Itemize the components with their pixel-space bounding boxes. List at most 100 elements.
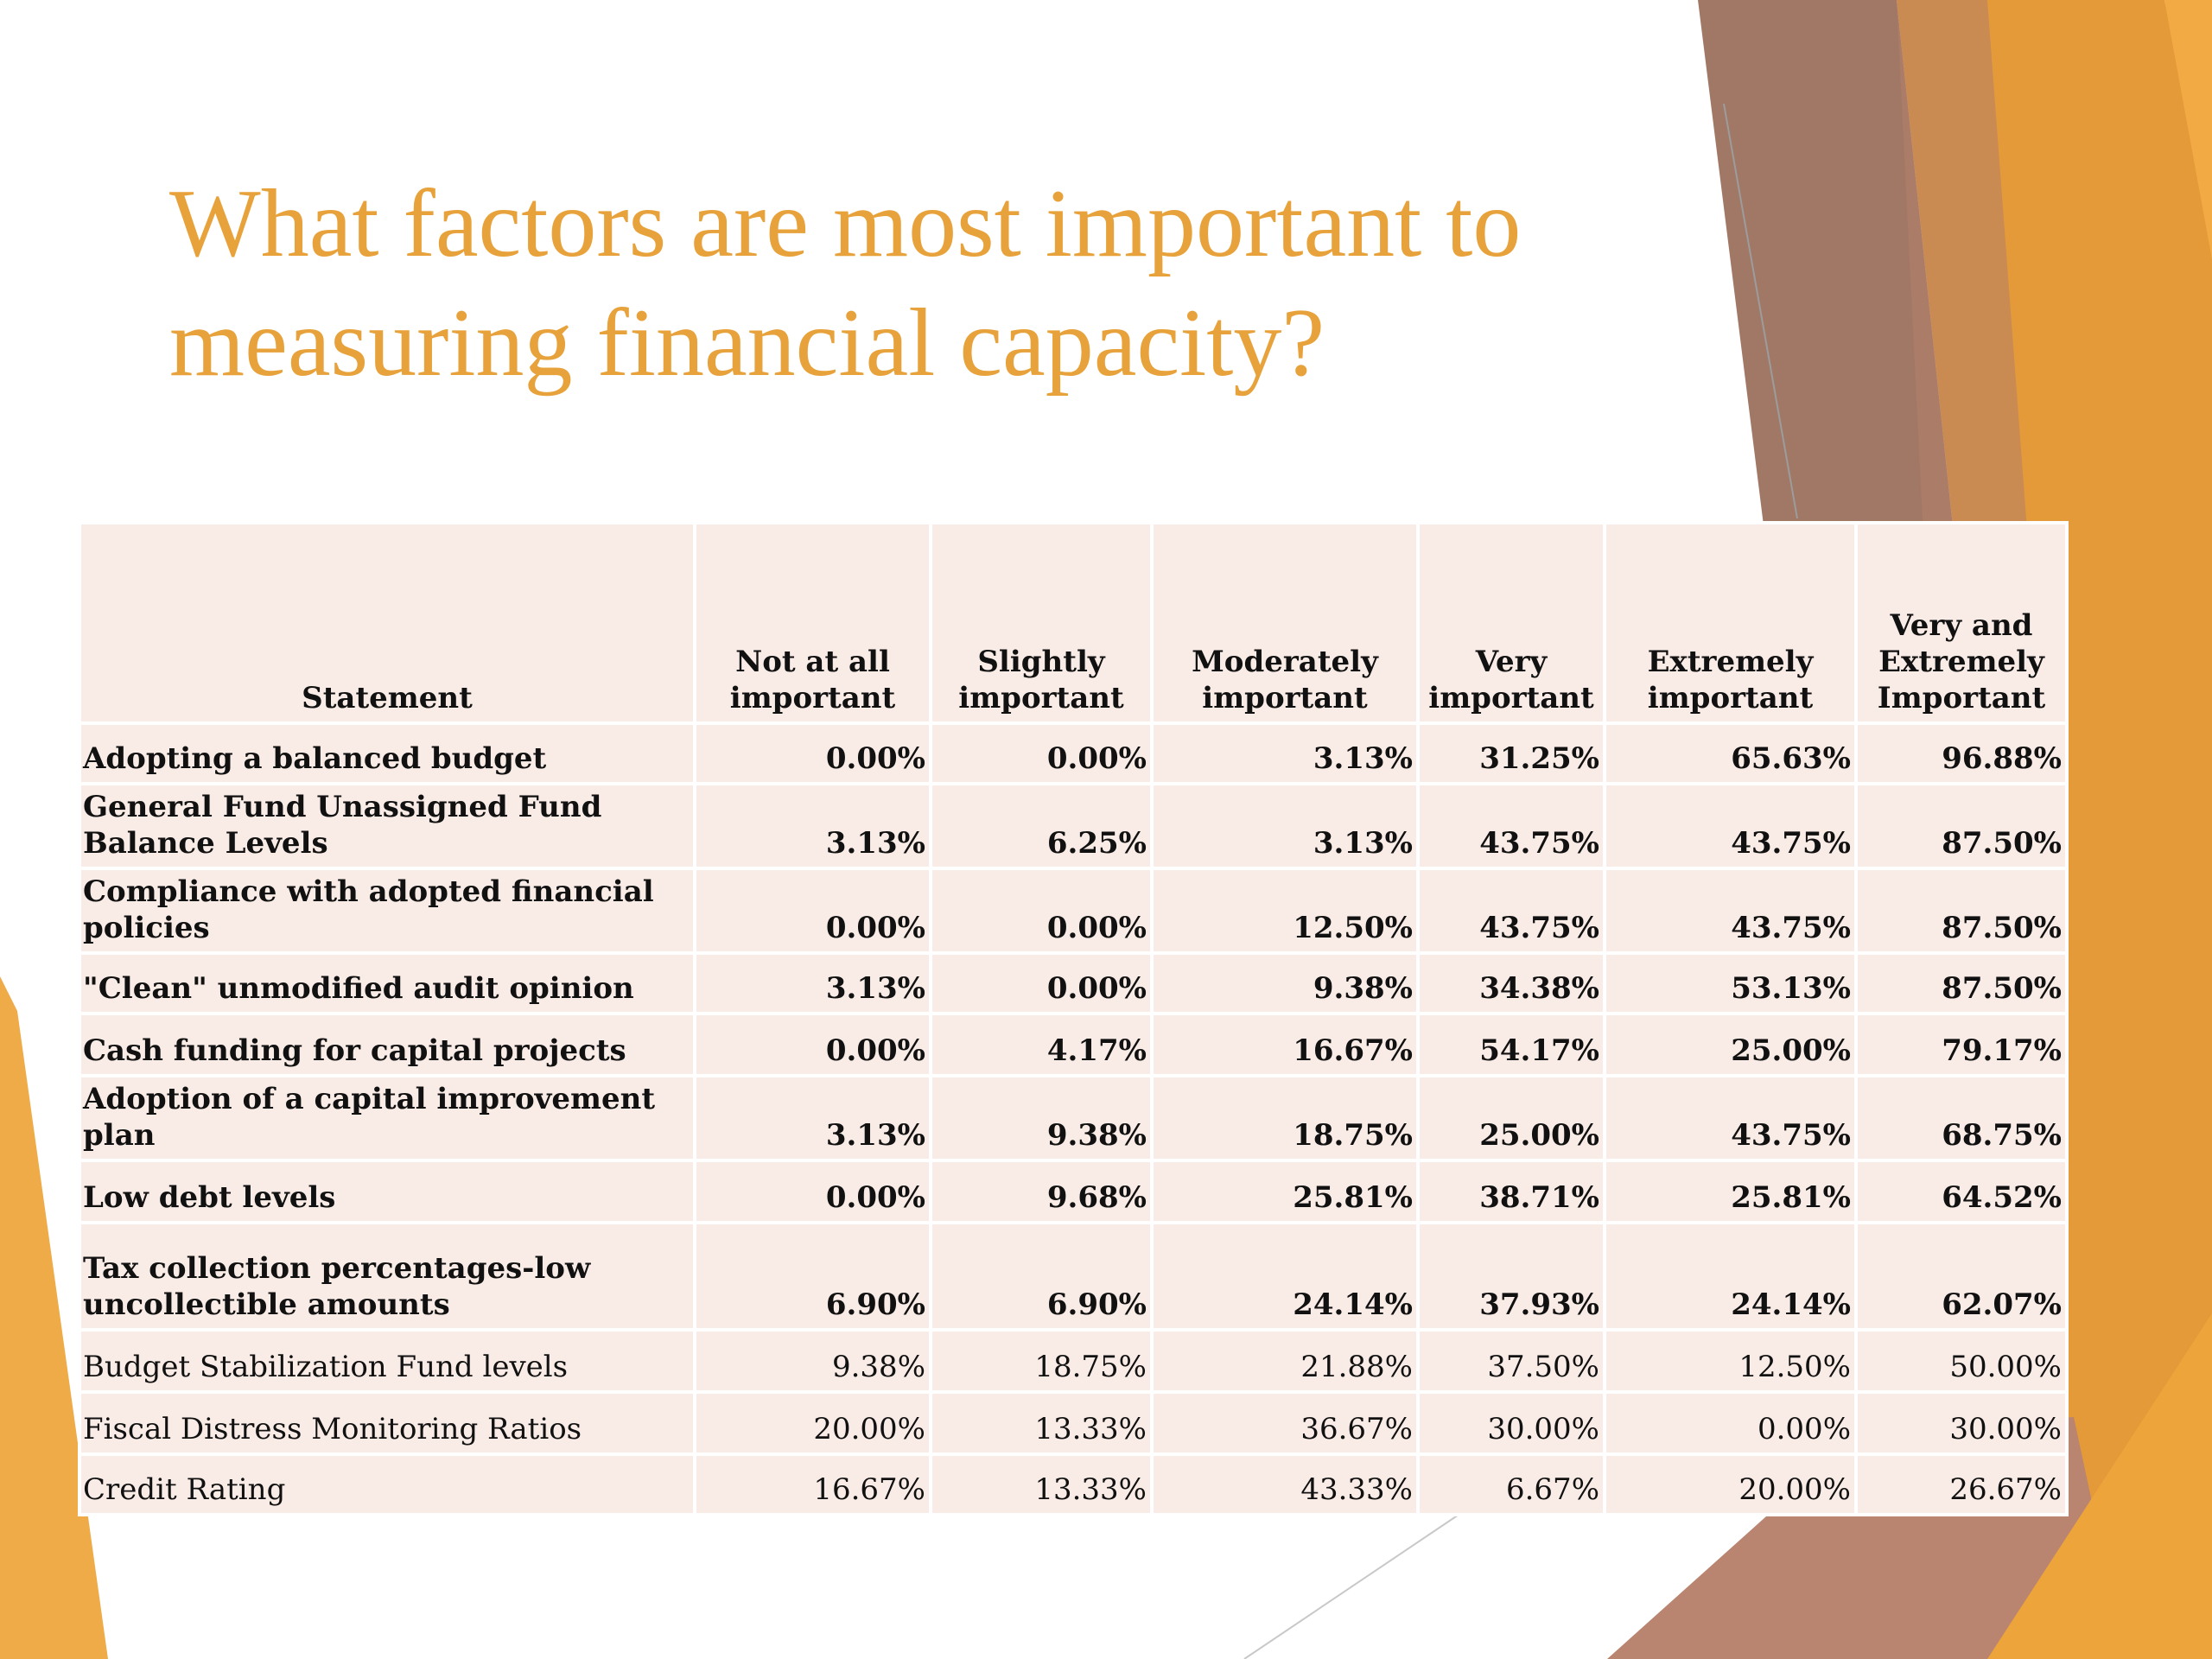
value-cell: 20.00%: [693, 1390, 932, 1456]
value-cell: 96.88%: [1854, 721, 2069, 785]
value-cell: 0.00%: [693, 1012, 932, 1077]
value-cell: 9.38%: [1150, 951, 1420, 1015]
table-row: Compliance with adopted financial polici…: [78, 867, 2069, 955]
value-cell: 18.75%: [1150, 1074, 1420, 1162]
table-row: Tax collection percentages-low uncollect…: [78, 1221, 2069, 1332]
value-cell: 24.14%: [1603, 1221, 1858, 1332]
value-cell: 9.68%: [929, 1159, 1154, 1224]
value-cell: 0.00%: [693, 867, 932, 955]
value-cell: 6.67%: [1416, 1452, 1606, 1516]
statement-cell: Tax collection percentages-low uncollect…: [78, 1221, 696, 1332]
value-cell: 6.90%: [693, 1221, 932, 1332]
value-cell: 34.38%: [1416, 951, 1606, 1015]
column-header: Moderately important: [1150, 521, 1420, 725]
value-cell: 6.25%: [929, 782, 1154, 870]
value-cell: 64.52%: [1854, 1159, 2069, 1224]
page-title: What factors are most important to measu…: [169, 170, 1522, 397]
value-cell: 37.93%: [1416, 1221, 1606, 1332]
table-row: Low debt levels 0.00% 9.68% 25.81% 38.71…: [78, 1159, 2069, 1224]
column-header: Slightly important: [929, 521, 1154, 725]
value-cell: 9.38%: [693, 1328, 932, 1394]
value-cell: 25.81%: [1150, 1159, 1420, 1224]
value-cell: 21.88%: [1150, 1328, 1420, 1394]
statement-cell: Fiscal Distress Monitoring Ratios: [78, 1390, 696, 1456]
value-cell: 3.13%: [1150, 721, 1420, 785]
value-cell: 62.07%: [1854, 1221, 2069, 1332]
value-cell: 3.13%: [693, 782, 932, 870]
value-cell: 30.00%: [1854, 1390, 2069, 1456]
value-cell: 24.14%: [1150, 1221, 1420, 1332]
deco-thin-line: [1723, 103, 1798, 519]
value-cell: 13.33%: [929, 1390, 1154, 1456]
statement-cell: Cash funding for capital projects: [78, 1012, 696, 1077]
deco-lower-orange: [1987, 1313, 2212, 1659]
value-cell: 20.00%: [1603, 1452, 1858, 1516]
value-cell: 4.17%: [929, 1012, 1154, 1077]
value-cell: 43.33%: [1150, 1452, 1420, 1516]
value-cell: 87.50%: [1854, 951, 2069, 1015]
value-cell: 13.33%: [929, 1452, 1154, 1516]
column-header: Statement: [78, 521, 696, 725]
table-row: Cash funding for capital projects 0.00% …: [78, 1012, 2069, 1077]
value-cell: 43.75%: [1603, 782, 1858, 870]
value-cell: 87.50%: [1854, 867, 2069, 955]
value-cell: 43.75%: [1603, 867, 1858, 955]
value-cell: 25.81%: [1603, 1159, 1858, 1224]
value-cell: 0.00%: [929, 721, 1154, 785]
table-row: "Clean" unmodified audit opinion 3.13% 0…: [78, 951, 2069, 1015]
table-header-row: Statement Not at all important Slightly …: [78, 521, 2069, 725]
table-row: Adopting a balanced budget 0.00% 0.00% 3…: [78, 721, 2069, 785]
value-cell: 25.00%: [1603, 1012, 1858, 1077]
value-cell: 43.75%: [1416, 782, 1606, 870]
statement-cell: "Clean" unmodified audit opinion: [78, 951, 696, 1015]
deco-right-edge: [2164, 0, 2212, 259]
value-cell: 0.00%: [929, 951, 1154, 1015]
table-row: Fiscal Distress Monitoring Ratios 20.00%…: [78, 1390, 2069, 1456]
table-row: Adoption of a capital improvement plan 3…: [78, 1074, 2069, 1162]
value-cell: 0.00%: [929, 867, 1154, 955]
value-cell: 37.50%: [1416, 1328, 1606, 1394]
column-header: Very important: [1416, 521, 1606, 725]
column-header: Extremely important: [1603, 521, 1858, 725]
value-cell: 0.00%: [693, 721, 932, 785]
statement-cell: Low debt levels: [78, 1159, 696, 1224]
value-cell: 43.75%: [1416, 867, 1606, 955]
statement-cell: Credit Rating: [78, 1452, 696, 1516]
value-cell: 0.00%: [1603, 1390, 1858, 1456]
value-cell: 25.00%: [1416, 1074, 1606, 1162]
statement-cell: Adopting a balanced budget: [78, 721, 696, 785]
value-cell: 68.75%: [1854, 1074, 2069, 1162]
results-table: Statement Not at all important Slightly …: [78, 521, 2069, 1516]
value-cell: 12.50%: [1150, 867, 1420, 955]
value-cell: 50.00%: [1854, 1328, 2069, 1394]
value-cell: 38.71%: [1416, 1159, 1606, 1224]
statement-cell: General Fund Unassigned Fund Balance Lev…: [78, 782, 696, 870]
value-cell: 16.67%: [693, 1452, 932, 1516]
value-cell: 26.67%: [1854, 1452, 2069, 1516]
value-cell: 31.25%: [1416, 721, 1606, 785]
value-cell: 12.50%: [1603, 1328, 1858, 1394]
statement-cell: Adoption of a capital improvement plan: [78, 1074, 696, 1162]
value-cell: 3.13%: [1150, 782, 1420, 870]
value-cell: 6.90%: [929, 1221, 1154, 1332]
value-cell: 0.00%: [693, 1159, 932, 1224]
value-cell: 18.75%: [929, 1328, 1154, 1394]
value-cell: 43.75%: [1603, 1074, 1858, 1162]
value-cell: 79.17%: [1854, 1012, 2069, 1077]
table-row: Budget Stabilization Fund levels 9.38% 1…: [78, 1328, 2069, 1394]
column-header: Not at all important: [693, 521, 932, 725]
value-cell: 36.67%: [1150, 1390, 1420, 1456]
value-cell: 30.00%: [1416, 1390, 1606, 1456]
column-header: Very and Extremely Important: [1854, 521, 2069, 725]
statement-cell: Budget Stabilization Fund levels: [78, 1328, 696, 1394]
value-cell: 53.13%: [1603, 951, 1858, 1015]
value-cell: 87.50%: [1854, 782, 2069, 870]
table-row: Credit Rating 16.67% 13.33% 43.33% 6.67%…: [78, 1452, 2069, 1516]
deco-thin-line-lower: [1243, 1507, 1470, 1659]
survey-table: Statement Not at all important Slightly …: [78, 521, 2069, 1516]
value-cell: 54.17%: [1416, 1012, 1606, 1077]
statement-cell: Compliance with adopted financial polici…: [78, 867, 696, 955]
value-cell: 65.63%: [1603, 721, 1858, 785]
value-cell: 3.13%: [693, 1074, 932, 1162]
table-row: General Fund Unassigned Fund Balance Lev…: [78, 782, 2069, 870]
